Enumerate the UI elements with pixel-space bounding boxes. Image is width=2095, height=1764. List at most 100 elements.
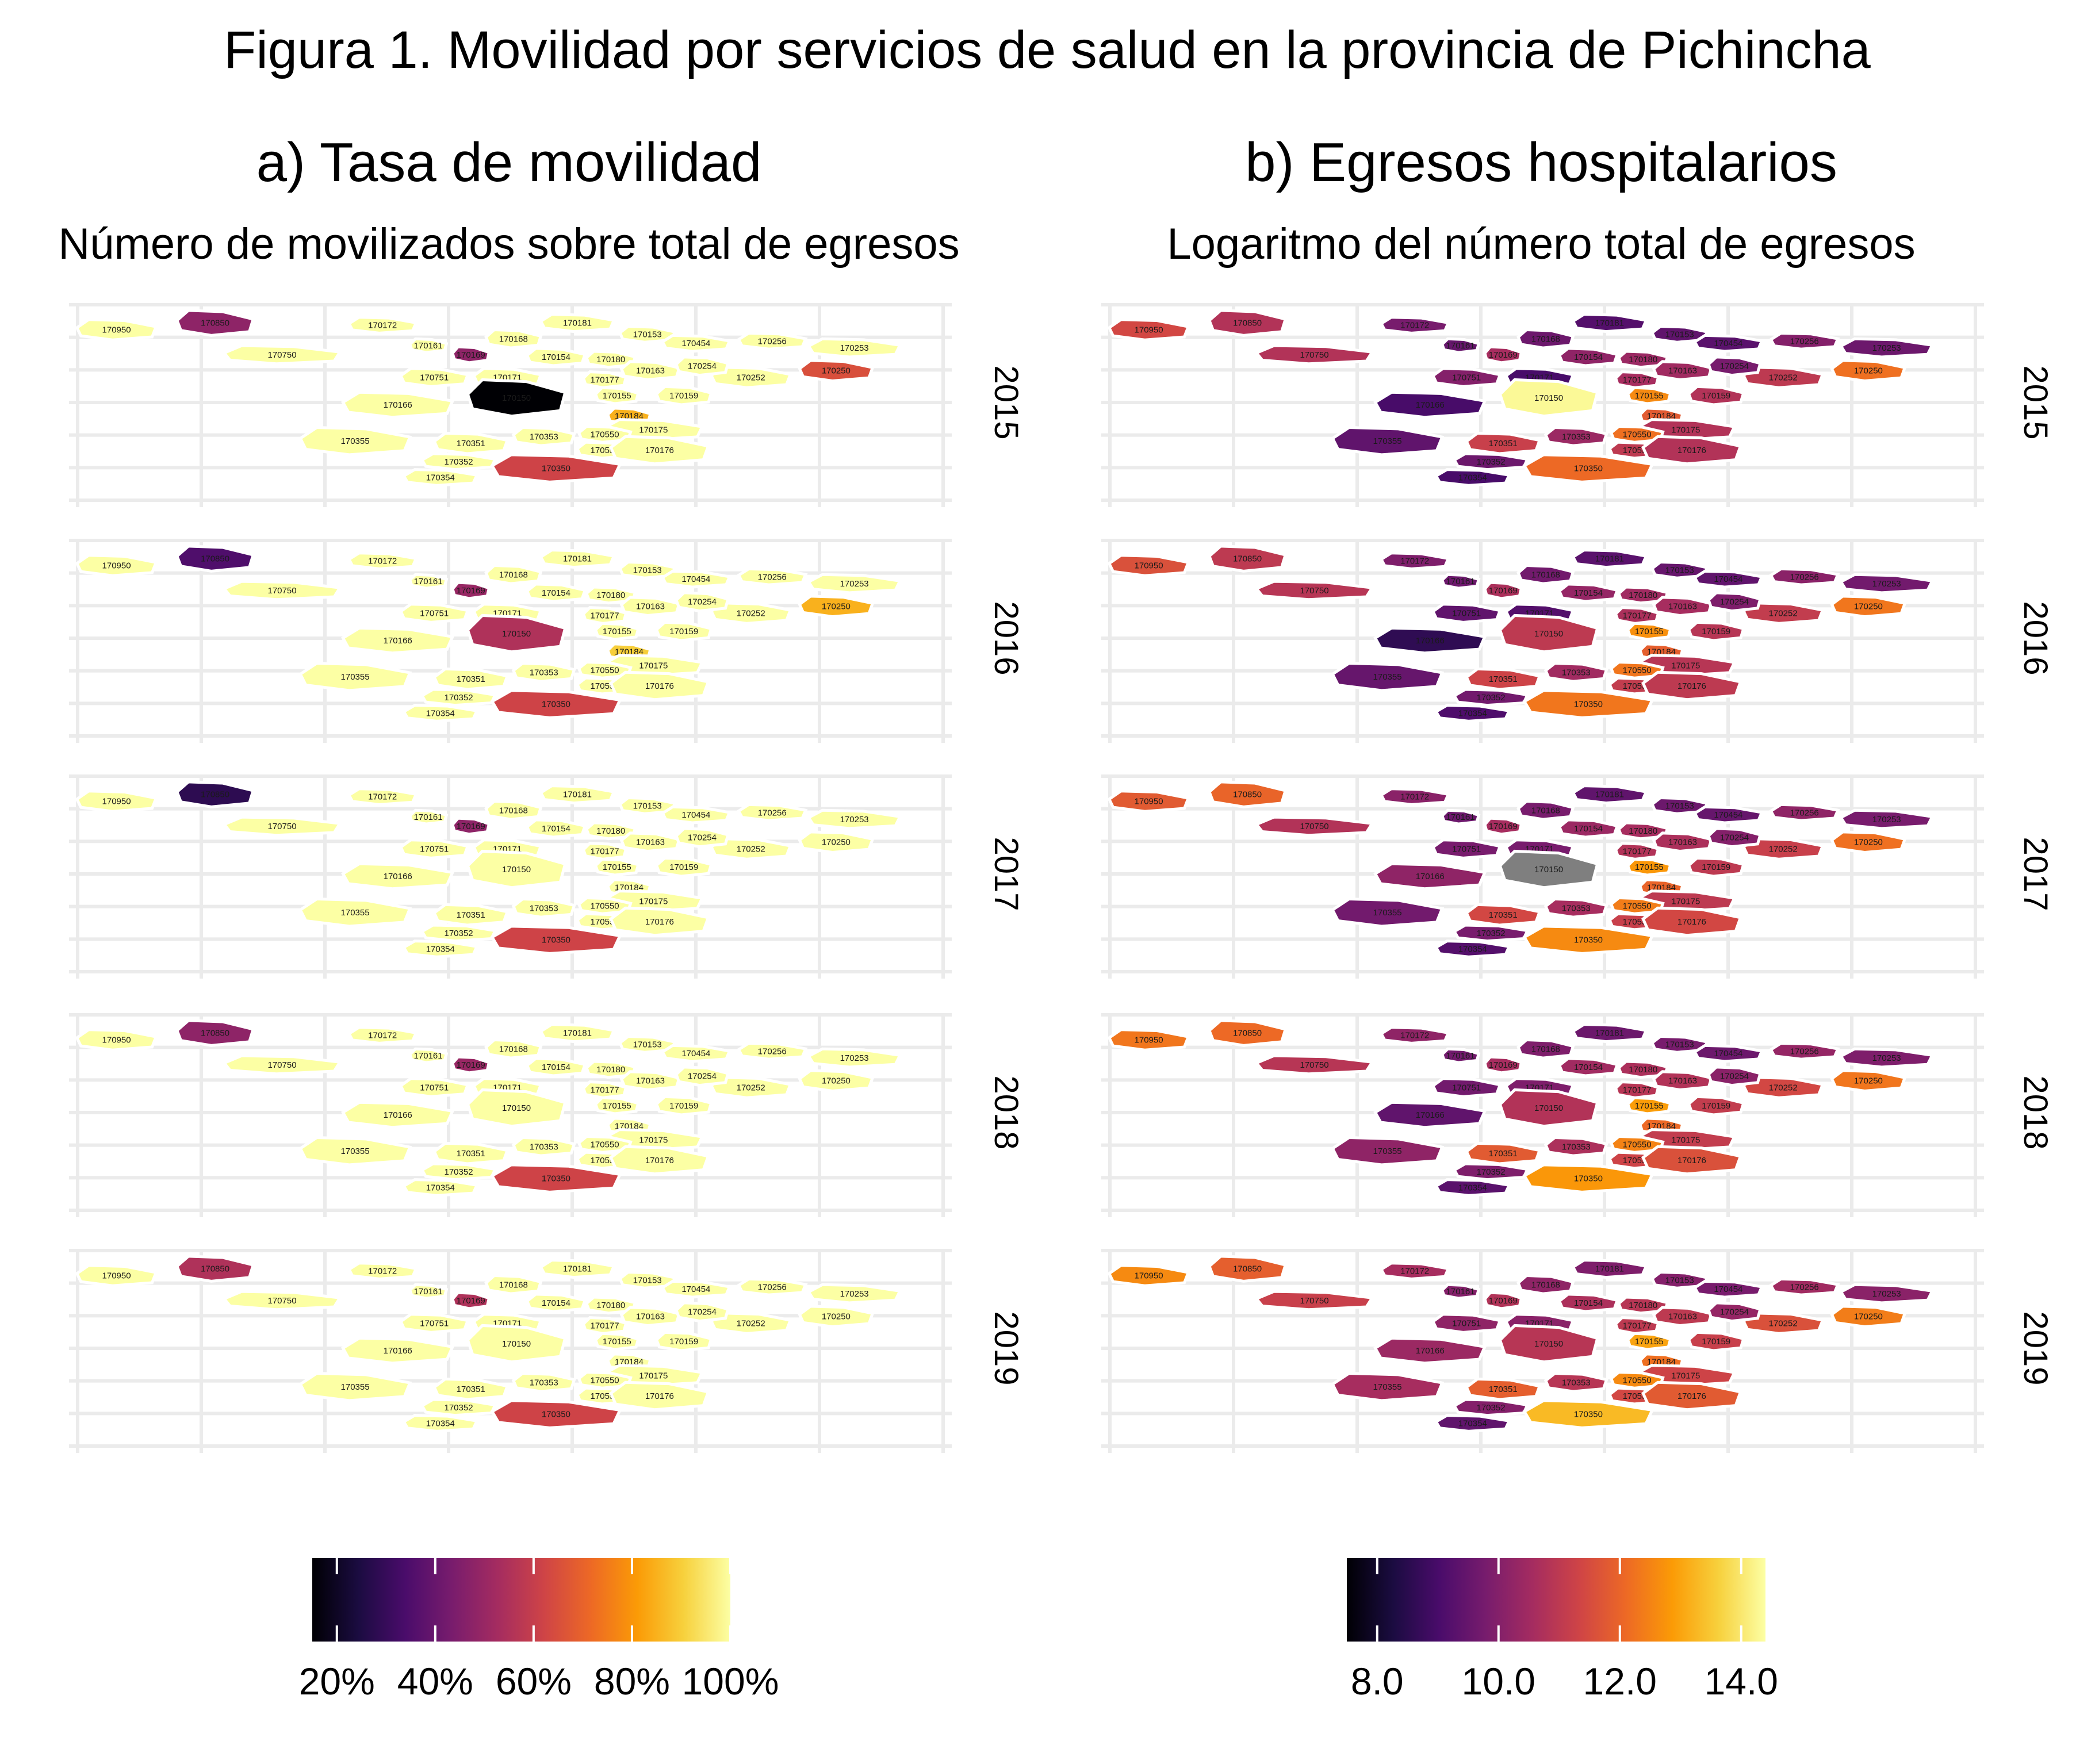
region-170254 bbox=[1707, 827, 1763, 849]
region-170252 bbox=[709, 601, 792, 625]
region-170850 bbox=[1207, 1019, 1288, 1047]
region-170250 bbox=[1830, 359, 1907, 382]
region-170355 bbox=[1331, 661, 1445, 692]
panel-a-title: a) Tasa de movilidad bbox=[256, 132, 762, 193]
region-label: 170355 bbox=[341, 1146, 370, 1156]
region-170159 bbox=[654, 620, 713, 642]
region-label: 170250 bbox=[1854, 366, 1883, 376]
region-label: 170351 bbox=[1489, 910, 1518, 920]
region-label: 170351 bbox=[457, 1385, 485, 1394]
region-label: 170181 bbox=[1595, 790, 1624, 800]
region-label: 170950 bbox=[1135, 1271, 1163, 1280]
region-170750 bbox=[1254, 580, 1375, 601]
region-170250 bbox=[798, 359, 875, 382]
region-label: 170169 bbox=[457, 1060, 485, 1070]
region-170750 bbox=[221, 344, 343, 366]
facet-year-label: 2019 bbox=[2017, 1311, 2054, 1385]
region-170150 bbox=[1498, 613, 1599, 654]
region-label: 170177 bbox=[1623, 846, 1652, 856]
region-label: 170454 bbox=[1714, 1284, 1742, 1294]
facet-a-2019: 170950 170850 170750 170172 170161 170169 1701… bbox=[69, 1249, 1025, 1453]
region-170256 bbox=[1769, 1041, 1840, 1061]
region-170159 bbox=[1687, 1330, 1745, 1352]
region-label: 170350 bbox=[542, 700, 570, 710]
region-label: 170353 bbox=[1562, 668, 1591, 677]
region-label: 170250 bbox=[1854, 1312, 1883, 1322]
region-label: 170163 bbox=[1668, 366, 1697, 376]
region-label: 170250 bbox=[822, 1076, 851, 1086]
region-170169 bbox=[451, 345, 491, 365]
region-label: 170351 bbox=[1489, 1385, 1518, 1394]
region-label: 170155 bbox=[603, 627, 631, 636]
region-label: 170161 bbox=[1446, 812, 1475, 822]
region-170751 bbox=[1431, 1077, 1502, 1098]
region-170352 bbox=[420, 1162, 497, 1182]
region-label: 170354 bbox=[1458, 1183, 1487, 1192]
region-label: 170550 bbox=[1623, 901, 1652, 911]
region-label: 170750 bbox=[1300, 350, 1328, 360]
region-label: 170175 bbox=[1671, 661, 1700, 670]
region-label: 170950 bbox=[1135, 325, 1163, 335]
region-170350 bbox=[1522, 1399, 1654, 1429]
region-label: 170154 bbox=[542, 352, 570, 362]
region-label: 170175 bbox=[1671, 1371, 1700, 1380]
region-label: 170161 bbox=[1446, 1287, 1475, 1297]
region-label: 170161 bbox=[414, 1287, 443, 1297]
region-label: 170353 bbox=[530, 1378, 558, 1387]
region-label: 170256 bbox=[758, 336, 787, 346]
region-170150 bbox=[466, 1088, 567, 1128]
region-170168 bbox=[1516, 1038, 1575, 1060]
region-170181 bbox=[539, 1259, 616, 1279]
region-170454 bbox=[660, 333, 732, 353]
region-170177 bbox=[581, 370, 628, 389]
region-label: 170169 bbox=[457, 1296, 485, 1306]
region-170155 bbox=[593, 1332, 640, 1351]
region-label: 170350 bbox=[542, 1410, 570, 1420]
region-170253 bbox=[1839, 808, 1935, 830]
region-label: 170350 bbox=[1574, 1174, 1603, 1184]
region-label: 170180 bbox=[596, 1301, 625, 1310]
region-label: 170250 bbox=[822, 602, 851, 612]
region-label: 170750 bbox=[1300, 1060, 1328, 1070]
region-label: 170352 bbox=[444, 929, 473, 938]
region-170252 bbox=[1741, 366, 1825, 389]
facet-a-2016: 170950 170850 170750 170172 170161 170169 1701… bbox=[69, 539, 1025, 743]
region-label: 170155 bbox=[603, 1337, 631, 1347]
region-label: 170355 bbox=[341, 908, 370, 918]
region-170253 bbox=[1839, 1047, 1935, 1069]
region-label: 170750 bbox=[267, 1060, 296, 1070]
region-170750 bbox=[221, 1290, 343, 1312]
region-label: 170253 bbox=[1872, 579, 1901, 589]
region-label: 170252 bbox=[1769, 609, 1798, 619]
region-label: 170176 bbox=[1677, 1156, 1706, 1165]
facet-b-2018: 170950 170850 170750 170172 170161 170169 1701… bbox=[1101, 1013, 2054, 1217]
region-170166 bbox=[1373, 626, 1487, 655]
region-170150 bbox=[466, 378, 567, 418]
region-170351 bbox=[432, 431, 510, 455]
region-170355 bbox=[298, 1136, 412, 1167]
region-170252 bbox=[709, 1312, 792, 1335]
region-170350 bbox=[1522, 453, 1654, 484]
region-170181 bbox=[1571, 1259, 1648, 1279]
region-170169 bbox=[1483, 581, 1523, 600]
region-170150 bbox=[1498, 378, 1599, 418]
region-label: 170256 bbox=[758, 572, 787, 582]
region-label: 170350 bbox=[1574, 464, 1603, 474]
region-label: 170751 bbox=[1452, 609, 1481, 619]
region-label: 170181 bbox=[1595, 1264, 1624, 1274]
region-label: 170180 bbox=[596, 590, 625, 600]
region-170154 bbox=[1557, 582, 1619, 603]
region-label: 170454 bbox=[681, 339, 710, 348]
region-label: 170163 bbox=[636, 602, 665, 612]
region-label: 170351 bbox=[457, 1149, 485, 1159]
region-label: 170163 bbox=[636, 1312, 665, 1322]
region-label: 170750 bbox=[1300, 822, 1328, 831]
region-170172 bbox=[347, 551, 418, 570]
region-label: 170550 bbox=[591, 1375, 619, 1385]
region-label: 170250 bbox=[1854, 602, 1883, 612]
region-170750 bbox=[221, 815, 343, 837]
region-label: 170352 bbox=[1476, 457, 1505, 467]
region-label: 170350 bbox=[542, 935, 570, 945]
region-170254 bbox=[675, 355, 730, 377]
facet-a-2015: 170950 170850 170750 170172 170161 170169 1701… bbox=[69, 303, 1025, 507]
